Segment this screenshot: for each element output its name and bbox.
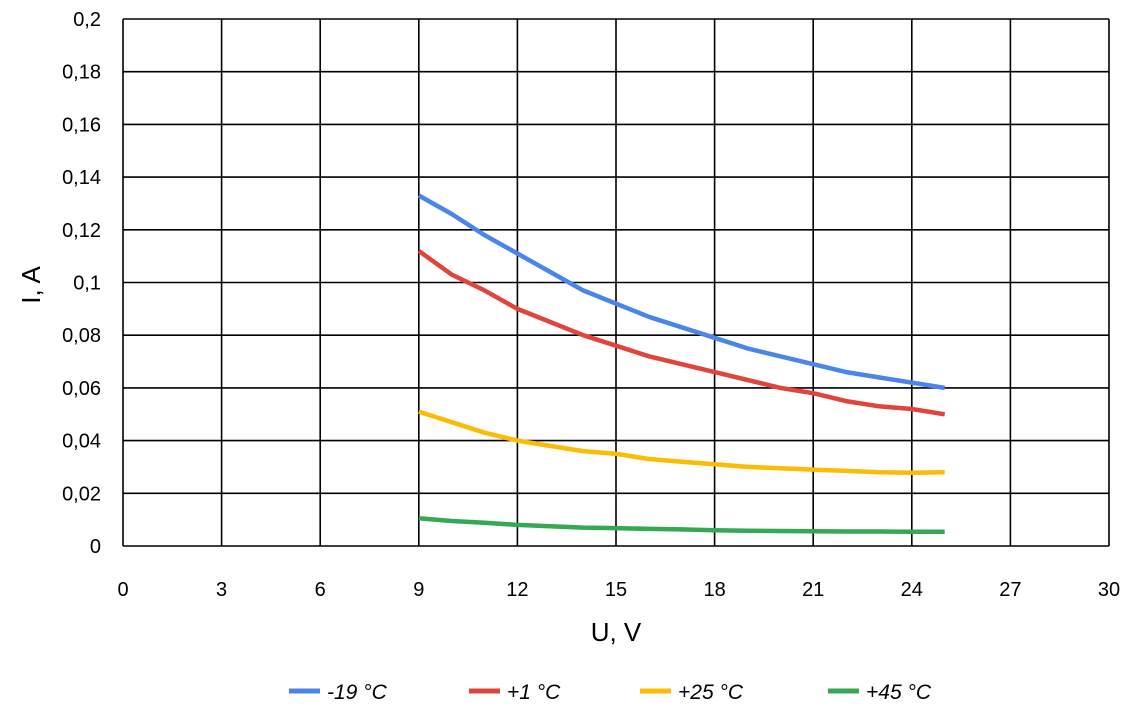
x-tick-label: 9 <box>413 579 424 601</box>
x-axis-ticks: 0 3 6 9 12 15 18 21 24 27 30 <box>117 579 1120 601</box>
series-line-1 <box>417 249 946 417</box>
y-tick-label: 0,16 <box>62 114 101 136</box>
legend-label-1: +1 °C <box>507 681 561 704</box>
x-tick-label: 6 <box>315 579 326 601</box>
y-tick-label: 0,1 <box>73 273 101 295</box>
legend-label-0: -19 °C <box>327 681 388 704</box>
x-tick-label: 12 <box>506 579 528 601</box>
y-tick-label: 0,18 <box>62 62 101 84</box>
y-tick-label: 0,12 <box>62 220 101 242</box>
y-tick-label: 0,08 <box>62 325 101 347</box>
x-tick-label: 27 <box>999 579 1021 601</box>
y-tick-label: 0,06 <box>62 378 101 400</box>
x-tick-label: 3 <box>216 579 227 601</box>
y-tick-label: 0,04 <box>62 431 101 453</box>
y-axis-title: I, A <box>16 266 46 304</box>
grid <box>122 18 1110 547</box>
legend-label-3: +45 °C <box>866 681 932 704</box>
series-line-0 <box>417 193 946 391</box>
y-axis-ticks: 0 0,02 0,04 0,06 0,08 0,1 0,12 0,14 0,16 0,18 0,2 <box>62 9 101 558</box>
y-tick-label: 0,2 <box>73 9 101 31</box>
series-lines <box>417 193 946 535</box>
x-tick-label: 15 <box>605 579 627 601</box>
y-tick-label: 0,02 <box>62 483 101 505</box>
x-axis-title: U, V <box>591 617 642 647</box>
series-line-2 <box>418 409 945 475</box>
legend-label-2: +25 °C <box>678 681 744 704</box>
x-tick-label: 30 <box>1098 579 1120 601</box>
x-tick-label: 0 <box>117 579 128 601</box>
x-tick-label: 24 <box>901 579 923 601</box>
x-tick-label: 21 <box>802 579 824 601</box>
y-tick-label: 0 <box>90 536 101 558</box>
y-tick-label: 0,14 <box>62 167 101 189</box>
x-tick-label: 18 <box>703 579 725 601</box>
series-line-3 <box>418 516 945 535</box>
legend: -19 °C +1 °C +25 °C +45 °C <box>289 681 932 704</box>
